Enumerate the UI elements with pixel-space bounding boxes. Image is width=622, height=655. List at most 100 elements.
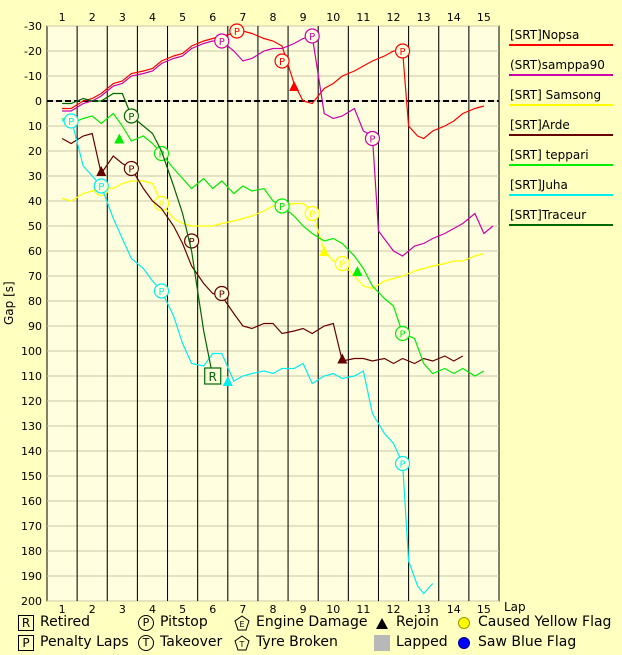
y-tick-label: 70 (28, 270, 42, 283)
pitstop-marker (214, 33, 230, 49)
pitstop-marker-label: P (279, 57, 285, 68)
pitstop-marker (153, 195, 170, 212)
legend-item-label: [SRT]Juha (510, 178, 568, 192)
x-tick-label-bottom: 5 (179, 603, 186, 616)
pitstop-marker (394, 325, 411, 342)
y-tick-label: -20 (24, 45, 42, 58)
x-tick-label-top: 4 (149, 11, 156, 24)
pitstop-marker (394, 43, 411, 59)
pitstop-marker (304, 205, 320, 222)
x-tick-label-bottom: 2 (89, 603, 96, 616)
engine-damage-icon: E (234, 615, 250, 631)
y-tick-label: 170 (21, 520, 42, 533)
x-tick-label-bottom: 4 (149, 603, 156, 616)
pitstop-marker (153, 145, 170, 162)
y-tick-label: 90 (28, 320, 42, 333)
y-tick-label: 0 (35, 95, 42, 108)
key-retired-label: Retired (40, 614, 91, 630)
pitstop-marker (123, 108, 139, 124)
y-tick-label: 120 (21, 395, 42, 408)
y-tick-label: 10 (28, 120, 42, 133)
pitstop-marker-label: P (98, 182, 104, 193)
pitstop-marker-label: P (309, 32, 315, 43)
key-tyre-label: Tyre Broken (256, 634, 338, 650)
yellow-flag-icon (458, 617, 470, 629)
pitstop-marker-label: P (158, 287, 164, 298)
x-tick-label-bottom: 13 (417, 603, 431, 616)
rejoin-marker (337, 353, 348, 364)
pitstop-marker (304, 28, 320, 44)
series-line-5 (61, 117, 434, 595)
pitstop-marker (334, 255, 350, 272)
x-tick-label-bottom: 7 (239, 603, 246, 616)
legend-item-label: [SRT] Samsong (510, 88, 602, 102)
pitstop-marker-label: P (279, 202, 285, 213)
blue-flag-icon (458, 637, 470, 649)
key-penalty-label: Penalty Laps (40, 634, 129, 650)
legend-item: [SRT]Juha (509, 178, 615, 200)
x-tick-label-top: 2 (89, 11, 96, 24)
pitstop-marker-label: P (219, 37, 225, 48)
x-tick-label-bottom: 1 (59, 603, 66, 616)
svg-text:E: E (239, 620, 244, 629)
y-tick-label: 40 (28, 195, 42, 208)
y-tick-label: 180 (21, 545, 42, 558)
x-tick-label-top: 11 (356, 11, 370, 24)
pitstop-marker (63, 113, 79, 129)
x-tick-label-bottom: 9 (300, 603, 307, 616)
y-tick-label: 200 (21, 595, 42, 608)
series-line-4 (61, 112, 485, 377)
legend-item-label: [SRT]Traceur (510, 208, 587, 222)
rejoin-marker (96, 166, 107, 176)
retired-marker-label: R (209, 370, 217, 384)
retired-marker (204, 367, 222, 385)
legend-color-line (509, 104, 613, 106)
y-tick-label: 100 (21, 345, 42, 358)
y-tick-label: 20 (28, 145, 42, 158)
y-tick-label: 150 (21, 470, 42, 483)
y-tick-label: 190 (21, 570, 42, 583)
x-tick-label-top: 1 (59, 11, 66, 24)
x-tick-label-bottom: 14 (447, 603, 461, 616)
pitstop-marker (123, 160, 139, 177)
pitstop-marker (274, 198, 290, 214)
pitstop-marker-label: P (68, 117, 74, 128)
key-engine-label: Engine Damage (256, 614, 368, 630)
legend-item-label: [SRT]Arde (510, 118, 570, 132)
rejoin-icon (376, 618, 388, 629)
pitstop-marker-label: P (219, 290, 225, 301)
y-tick-label: 160 (21, 495, 42, 508)
legend-item-label: [SRT]Nopsa (510, 28, 580, 42)
legend-item: [SRT] Samsong (509, 88, 615, 110)
y-axis-label: Gap [s] (2, 281, 16, 325)
legend-item-label: [SRT] teppari (510, 148, 589, 162)
pitstop-marker-label: P (339, 260, 345, 271)
pitstop-marker-label: P (128, 165, 134, 176)
pitstop-marker (364, 130, 381, 147)
key-lapped-label: Lapped (396, 634, 448, 650)
x-tick-label-bottom: 15 (477, 603, 491, 616)
key-takeover-label: Takeover (160, 634, 223, 650)
pitstop-marker-label: P (128, 112, 134, 123)
x-tick-label-top: 7 (239, 11, 246, 24)
x-tick-label-bottom: 8 (270, 603, 277, 616)
x-tick-label-top: 13 (417, 11, 431, 24)
x-tick-label-top: 3 (119, 11, 126, 24)
x-tick-label-bottom: 10 (326, 603, 340, 616)
pitstop-marker-label: P (369, 135, 375, 146)
series-line-2 (61, 180, 485, 290)
pitstop-marker-label: P (400, 330, 406, 341)
legend-color-line (509, 164, 613, 166)
x-tick-label-top: 14 (447, 11, 461, 24)
y-tick-label: 30 (28, 170, 42, 183)
y-tick-label: 130 (21, 420, 42, 433)
key-pitstop-label: Pitstop (160, 614, 208, 630)
y-tick-label: 50 (28, 220, 42, 233)
legend-item: [SRT]Nopsa (509, 28, 615, 50)
tyre-broken-icon: T (234, 635, 250, 651)
rejoin-marker (289, 81, 300, 91)
pitstop-marker (394, 455, 411, 472)
legend-item-label: (SRT)samppa90 (510, 58, 605, 72)
x-tick-label-top: 5 (179, 11, 186, 24)
